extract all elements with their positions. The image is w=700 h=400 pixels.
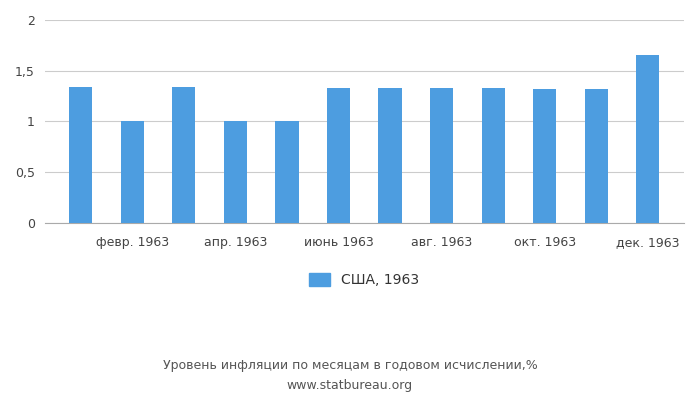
Bar xyxy=(172,87,195,223)
Bar xyxy=(275,121,299,223)
Bar xyxy=(533,89,556,223)
Legend: США, 1963: США, 1963 xyxy=(302,266,426,294)
Text: Уровень инфляции по месяцам в годовом исчислении,%: Уровень инфляции по месяцам в годовом ис… xyxy=(162,360,538,372)
Bar xyxy=(482,88,505,223)
Text: www.statbureau.org: www.statbureau.org xyxy=(287,380,413,392)
Bar xyxy=(636,56,659,223)
Bar xyxy=(379,88,402,223)
Bar xyxy=(430,88,453,223)
Bar xyxy=(327,88,350,223)
Bar xyxy=(69,87,92,223)
Bar xyxy=(121,121,144,223)
Bar xyxy=(224,121,247,223)
Bar xyxy=(584,89,608,223)
